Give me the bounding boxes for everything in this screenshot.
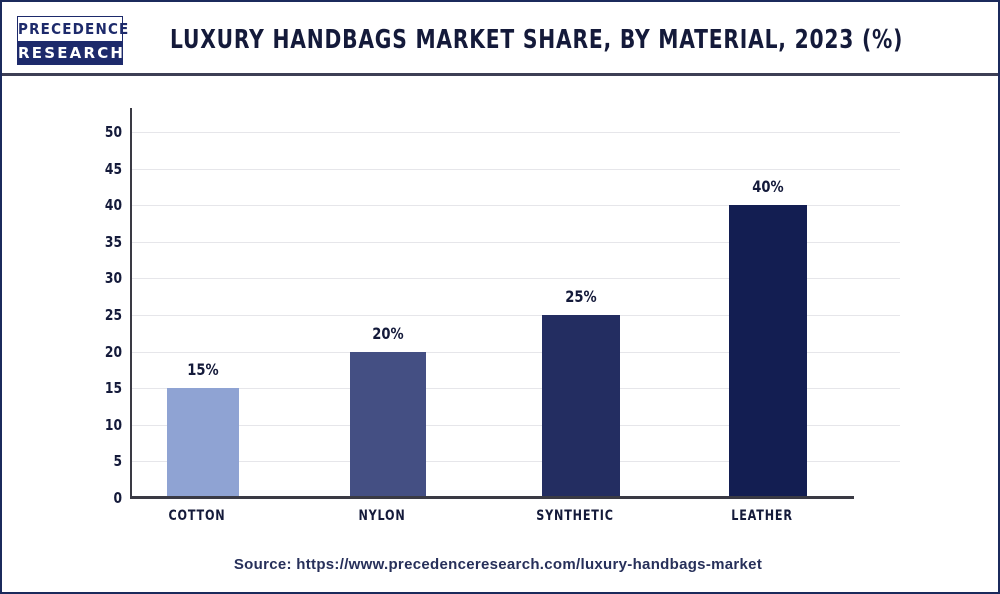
y-tick-label: 50 xyxy=(104,123,122,141)
x-axis-line xyxy=(130,496,854,499)
bar-value-label: 20% xyxy=(372,323,404,343)
y-tick-label: 10 xyxy=(104,415,122,434)
gridline xyxy=(132,278,900,280)
x-category-label: COTTON xyxy=(168,508,226,524)
y-tick-label: 20 xyxy=(104,342,122,361)
logo-line-1: PRECEDENCE xyxy=(18,17,128,41)
gridline xyxy=(132,205,900,207)
bar-nylon xyxy=(350,351,426,498)
y-tick-label: 45 xyxy=(104,159,122,178)
y-tick-label: 25 xyxy=(104,306,122,324)
gridline xyxy=(132,132,900,133)
gridline xyxy=(132,168,900,170)
bar-leather xyxy=(729,205,807,498)
x-category-label: LEATHER xyxy=(731,508,793,524)
gridline xyxy=(132,241,900,243)
gridline xyxy=(132,388,900,390)
gridline xyxy=(132,461,900,463)
y-tick-label: 35 xyxy=(104,232,122,251)
bar-value-label: 25% xyxy=(565,287,597,306)
y-tick-label: 0 xyxy=(113,489,122,507)
x-category-label: NYLON xyxy=(358,508,406,524)
bar-value-label: 40% xyxy=(752,177,784,197)
y-tick-label: 5 xyxy=(113,452,122,471)
chart-title: LUXURY HANDBAGS MARKET SHARE, BY MATERIA… xyxy=(170,25,904,55)
bar-synthetic xyxy=(542,315,620,498)
y-tick-label: 15 xyxy=(104,379,122,398)
bar-cotton xyxy=(167,388,239,498)
gridline xyxy=(132,315,900,316)
precedence-research-logo: PRECEDENCE RESEARCH xyxy=(17,16,128,65)
logo-line-2: RESEARCH xyxy=(18,41,123,65)
gridline xyxy=(132,424,900,426)
bar-value-label: 15% xyxy=(187,360,219,380)
source-note: Source: https://www.precedenceresearch.c… xyxy=(233,556,763,573)
x-category-label: SYNTHETIC xyxy=(536,508,614,524)
y-tick-label: 40 xyxy=(104,196,122,215)
y-axis-line xyxy=(130,108,132,499)
gridline xyxy=(132,351,900,353)
header: PRECEDENCE RESEARCH LUXURY HANDBAGS MARK… xyxy=(2,2,998,76)
y-tick-label: 30 xyxy=(104,269,122,288)
